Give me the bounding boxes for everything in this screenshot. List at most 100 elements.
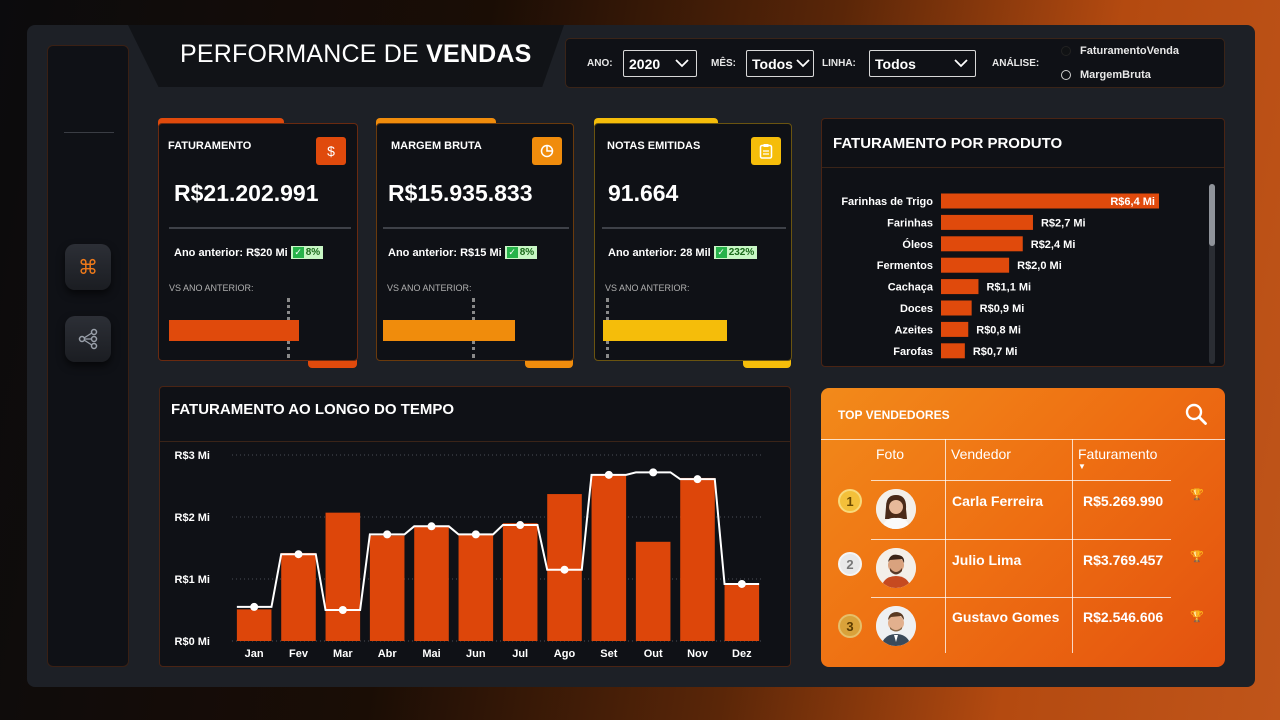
line-point	[294, 550, 303, 559]
product-bar	[941, 193, 1159, 209]
line-point	[383, 530, 392, 539]
bronze-medal-icon: 3	[838, 614, 862, 638]
x-tick-label: Jan	[245, 648, 264, 660]
col-header-vendedor[interactable]: Vendedor	[951, 446, 1011, 462]
clipboard-icon	[751, 137, 781, 165]
x-tick-label: Ago	[554, 648, 576, 660]
avatar	[876, 606, 916, 646]
mes-select[interactable]: Todos	[746, 50, 814, 77]
kpi-divider	[602, 227, 786, 229]
x-tick-label: Set	[600, 648, 617, 660]
produto-panel: FATURAMENTO POR PRODUTO Farinhas de Trig…	[821, 118, 1225, 367]
line-point	[693, 475, 702, 484]
x-tick-label: Out	[644, 648, 663, 660]
sort-desc-icon[interactable]: ▼	[1078, 462, 1086, 471]
product-value-label: R$0,7 Mi	[973, 346, 1018, 358]
x-tick-label: Mar	[333, 648, 353, 660]
network-nav-button[interactable]	[65, 316, 111, 362]
radio-faturamento[interactable]: FaturamentoVenda	[1061, 45, 1179, 57]
filters-panel: ANO: 2020 MÊS: Todos LINHA: Todos ANÁLIS…	[565, 38, 1225, 88]
product-value-label: R$2,7 Mi	[1041, 217, 1086, 229]
chevron-down-icon	[675, 59, 689, 68]
title-banner	[128, 25, 564, 87]
kpi-progress-bar	[603, 320, 727, 341]
sidebar: ⌘	[47, 45, 129, 667]
ano-label: ANO:	[587, 58, 613, 69]
kpi-title: FATURAMENTO	[168, 140, 252, 152]
kpi-title: NOTAS EMITIDAS	[607, 140, 701, 152]
product-bar	[941, 257, 1010, 273]
col-header-faturamento[interactable]: Faturamento	[1078, 446, 1158, 462]
kpi-progress-bar	[383, 320, 515, 341]
search-icon[interactable]	[1184, 402, 1208, 426]
product-label: Cachaça	[888, 282, 934, 294]
line-point	[737, 579, 746, 588]
bar	[369, 535, 405, 641]
x-tick-label: Dez	[732, 648, 752, 660]
product-bar	[941, 214, 1033, 230]
kpi-title: MARGEM BRUTA	[391, 140, 482, 152]
kpi-value: 91.664	[608, 180, 679, 206]
kpi-value: R$21.202.991	[174, 180, 319, 206]
product-label: Fermentos	[877, 260, 933, 272]
vendedor-name: Carla Ferreira	[952, 493, 1044, 509]
produto-title: FATURAMENTO POR PRODUTO	[833, 135, 1063, 152]
scrollbar-thumb[interactable]	[1209, 184, 1215, 246]
kpi-previous-text: Ano anterior: 28 Mil	[608, 246, 711, 259]
y-tick-label: R$2 Mi	[175, 512, 210, 524]
line-point	[250, 602, 259, 611]
check-icon: ✓	[715, 247, 727, 258]
ano-select[interactable]: 2020	[623, 50, 697, 77]
dollar-icon: $	[316, 137, 346, 165]
product-label: Óleos	[902, 238, 933, 251]
vendedor-faturamento: R$5.269.990	[1083, 493, 1164, 509]
y-tick-label: R$1 Mi	[175, 574, 210, 586]
y-tick-label: R$3 Mi	[175, 450, 210, 462]
command-nav-button[interactable]: ⌘	[65, 244, 111, 290]
product-bar	[941, 279, 979, 295]
trophy-icon: 🏆	[1190, 551, 1204, 563]
bar	[502, 523, 538, 641]
product-value-label: R$0,8 Mi	[976, 324, 1021, 336]
product-label: Farinhas	[887, 217, 933, 229]
line-point	[649, 468, 658, 477]
radio-label: FaturamentoVenda	[1080, 45, 1180, 57]
product-bar	[941, 321, 969, 337]
delta-badge: ✓ 8%	[504, 246, 538, 259]
linha-select[interactable]: Todos	[869, 50, 976, 77]
kpi-vs-label: VS ANO ANTERIOR:	[169, 283, 254, 293]
col-divider	[945, 439, 946, 653]
radio-margem[interactable]: MargemBruta	[1061, 69, 1151, 81]
kpi-card-faturamento: FATURAMENTO $ R$21.202.991 Ano anterior:…	[158, 123, 358, 361]
kpi-accent	[525, 360, 573, 368]
product-label: Azeites	[894, 324, 933, 336]
bar	[724, 583, 760, 641]
line-point	[604, 470, 613, 479]
x-tick-label: Mai	[422, 648, 440, 660]
avatar	[876, 548, 916, 588]
line-point	[560, 565, 569, 574]
gold-medal-icon: 1	[838, 489, 862, 513]
tempo-chart: R$0 Mi R$1 Mi R$2 Mi R$3 Mi Jan Fev Mar Abr Mai J…	[175, 450, 764, 660]
analise-label: ANÁLISE:	[992, 58, 1040, 69]
line-point	[516, 521, 525, 530]
x-tick-label: Abr	[378, 648, 398, 660]
chevron-down-icon	[796, 59, 810, 68]
chevron-down-icon	[954, 59, 968, 68]
kpi-previous: Ano anterior: 28 Mil ✓ 232%	[608, 246, 758, 259]
kpi-accent	[376, 118, 496, 126]
kpi-divider	[169, 227, 351, 229]
bar	[680, 477, 715, 641]
ano-value: 2020	[629, 56, 661, 72]
col-divider	[1072, 439, 1073, 653]
vendedor-name: Gustavo Gomes	[952, 609, 1060, 625]
scrollbar-track[interactable]	[1209, 184, 1215, 364]
vendedor-name: Julio Lima	[952, 552, 1022, 568]
col-header-foto[interactable]: Foto	[876, 446, 905, 462]
delta-badge: ✓ 232%	[713, 246, 758, 259]
sidebar-divider	[64, 132, 114, 133]
row-divider	[871, 539, 1171, 540]
silver-medal-icon: 2	[838, 552, 862, 576]
trophy-icon: 🏆	[1190, 489, 1204, 501]
trophy-icon: 🏆	[1190, 611, 1204, 623]
